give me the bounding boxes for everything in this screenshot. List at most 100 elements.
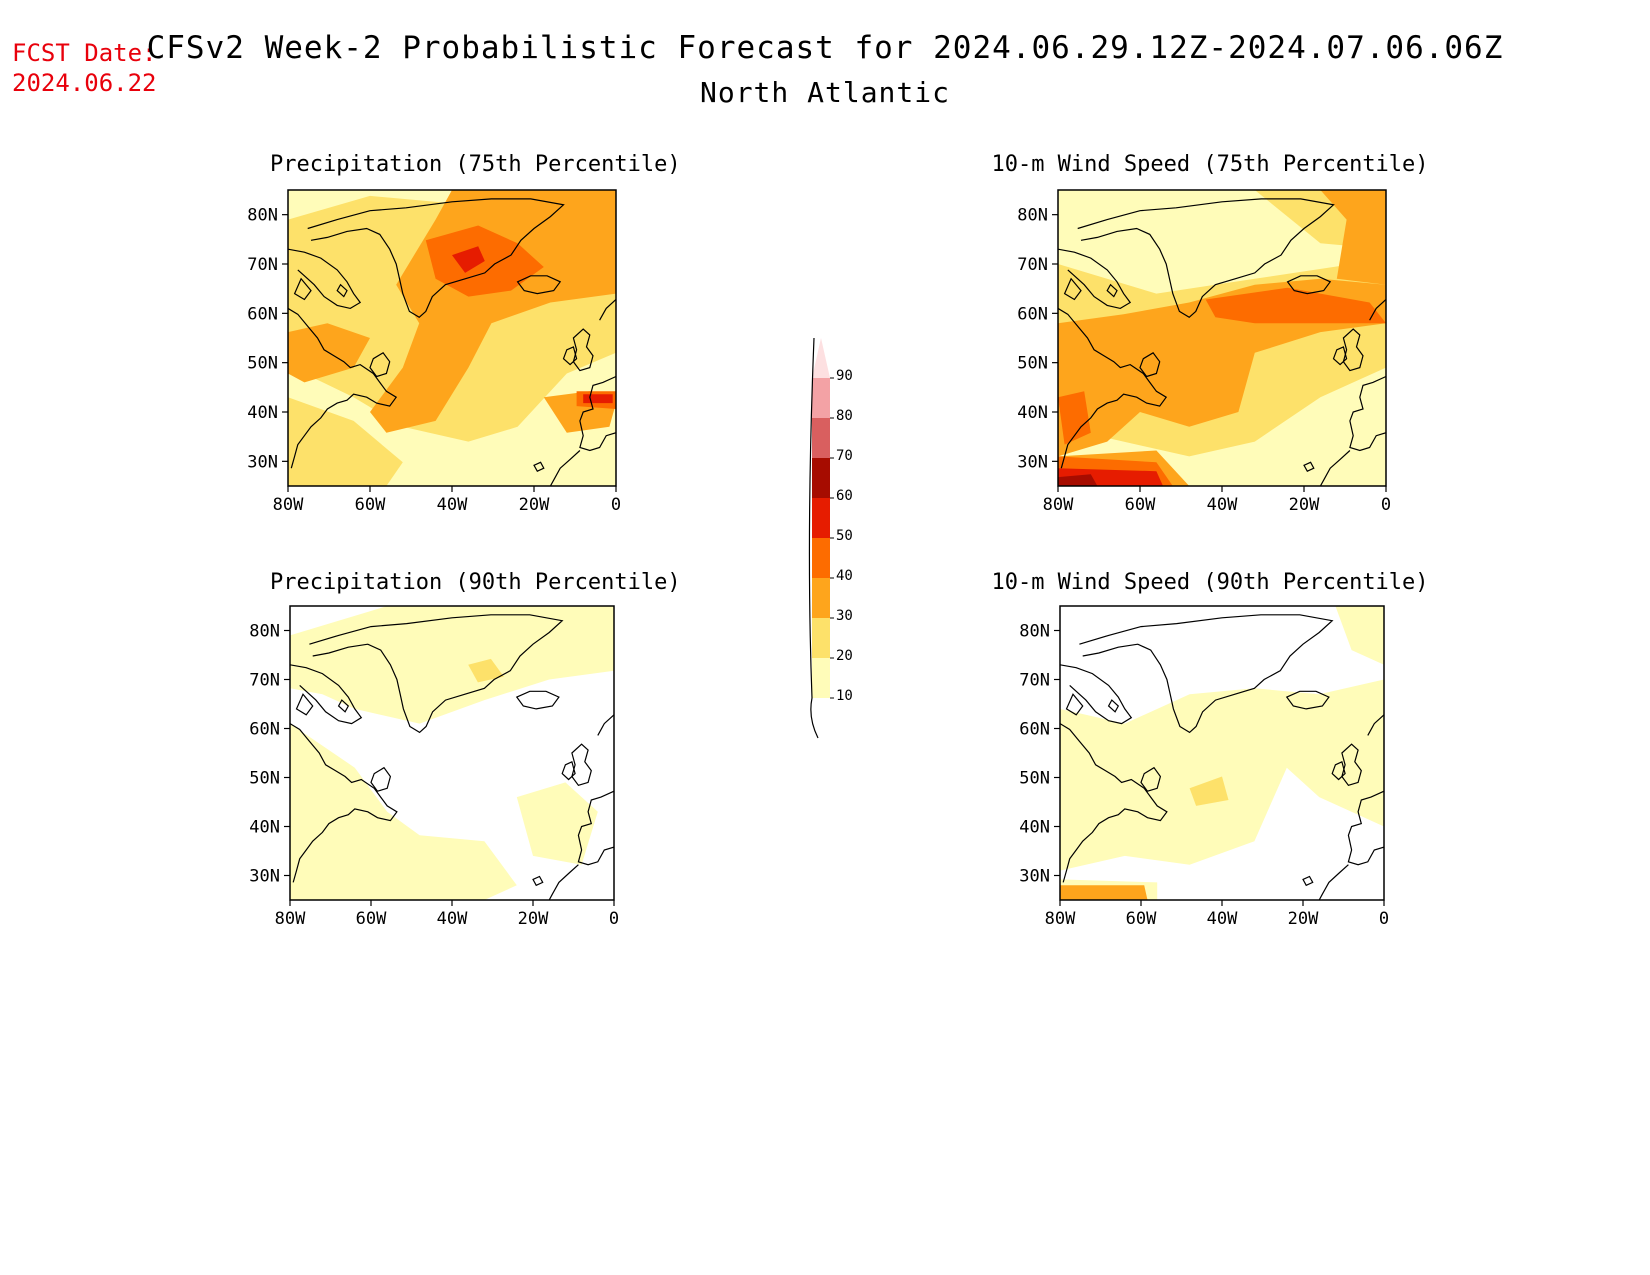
colorbar-swatch-1 [812,618,830,658]
lon-label: 0 [609,909,619,929]
field-precip90-1 [290,723,517,900]
coastline-5 [369,352,391,378]
coastline-4 [288,307,398,469]
coastline-3 [1106,283,1118,298]
field-wind90-0 [1060,679,1384,871]
field-precip90-0 [290,606,614,724]
lon-label: 40W [437,909,468,929]
coastline-7 [1341,743,1362,786]
lat-label: 80N [249,622,280,642]
colorbar-swatch-5 [812,458,830,498]
colorbar-label: 90 [836,368,853,384]
lon-label: 20W [1289,495,1320,515]
lon-label: 60W [356,909,387,929]
colorbar-swatch-2 [812,578,830,618]
coastline-1 [1060,664,1133,725]
field-wind90-1 [1335,606,1384,665]
lat-label: 60N [1019,720,1050,740]
field-precip90-3 [468,658,504,683]
lon-label: 20W [1288,909,1319,929]
coastline-12 [533,461,545,472]
colorbar-label: 20 [836,648,853,664]
coastline-5 [1140,766,1162,792]
lat-label: 50N [247,354,278,374]
coastline-9 [1367,714,1384,736]
lon-label: 40W [1207,495,1238,515]
colorbar-swatch-0 [812,658,830,698]
coastline-12 [1303,461,1315,472]
field-precip75-9 [583,394,613,404]
map-panel-precip90: 80N 70N 60N 50N 40N 30N 80W 60W 40W 20W 0 [249,605,619,929]
lon-label: 80W [1045,909,1076,929]
colorbar-label: 40 [836,568,853,584]
coastline-9 [599,299,616,321]
lat-label: 80N [1019,622,1050,642]
coastline-10 [1347,790,1384,866]
lon-label: 60W [1125,495,1156,515]
coastline-4 [290,723,398,883]
field-precip75-6 [425,225,544,297]
colorbar-label: 50 [836,528,853,544]
lat-label: 70N [247,255,278,275]
coastline-7 [1342,328,1364,372]
lon-label: 0 [1379,909,1389,929]
field-precip75-2 [288,397,403,486]
colorbar-label: 80 [836,408,853,424]
coastline-2 [1065,693,1084,716]
lat-label: 60N [247,304,278,324]
lat-label: 70N [1017,255,1048,275]
field-wind90-3 [1189,776,1229,806]
coastline-11 [1318,864,1349,900]
lat-label: 60N [1017,304,1048,324]
lat-label: 40N [247,403,278,423]
colorbar-label: 30 [836,608,853,624]
coastline-5 [370,766,392,792]
coastline-0 [309,614,564,734]
map-panel-wind75: 80N 70N 60N 50N 40N 30N 80W 60W 40W 20W 0 [1017,189,1391,515]
coastline-4 [1058,307,1168,469]
coastline-8 [562,346,578,366]
lon-label: 60W [355,495,386,515]
field-precip75-8 [452,246,485,273]
lat-label: 30N [249,867,280,887]
coastline-8 [1332,346,1348,366]
lon-label: 20W [518,909,549,929]
panel-title-wind90: 10-m Wind Speed (90th Percentile) [991,570,1429,595]
lon-label: 60W [1126,909,1157,929]
coastline-3 [1107,699,1120,713]
lat-label: 70N [249,671,280,691]
field-wind90-4 [1060,885,1148,900]
coastline-7 [571,743,592,786]
panel-title-wind75: 10-m Wind Speed (75th Percentile) [991,152,1429,177]
field-precip90-2 [516,782,598,865]
coastline-6 [515,690,560,710]
lat-label: 50N [1017,354,1048,374]
coastline-6 [516,275,562,295]
lat-label: 60N [249,720,280,740]
colorbar-swatch-8 [812,338,830,378]
lat-label: 40N [1019,818,1050,838]
coastline-3 [337,699,350,713]
coastline-3 [336,283,348,298]
lon-label: 20W [519,495,550,515]
coastline-7 [572,328,594,372]
map-fields-precip75 [288,190,616,486]
lon-label: 80W [273,495,304,515]
forecast-date: FCST Date: 2024.06.22 [12,38,157,98]
coastline-11 [549,450,581,486]
forecast-date-value: 2024.06.22 [12,69,157,97]
field-wind75-8 [1058,391,1091,445]
forecast-date-label: FCST Date: [12,39,157,67]
lon-label: 0 [611,495,621,515]
colorbar-label: 60 [836,488,853,504]
coastline-10 [577,790,614,866]
lon-label: 0 [1381,495,1391,515]
coastline-6 [1286,275,1332,295]
map-fields-wind75 [1058,190,1386,486]
colorbar-outline [808,337,819,739]
colorbar-label: 70 [836,448,853,464]
coastline-9 [1369,299,1386,321]
coastline-8 [561,760,576,781]
lat-label: 80N [247,206,278,226]
lon-label: 80W [1043,495,1074,515]
